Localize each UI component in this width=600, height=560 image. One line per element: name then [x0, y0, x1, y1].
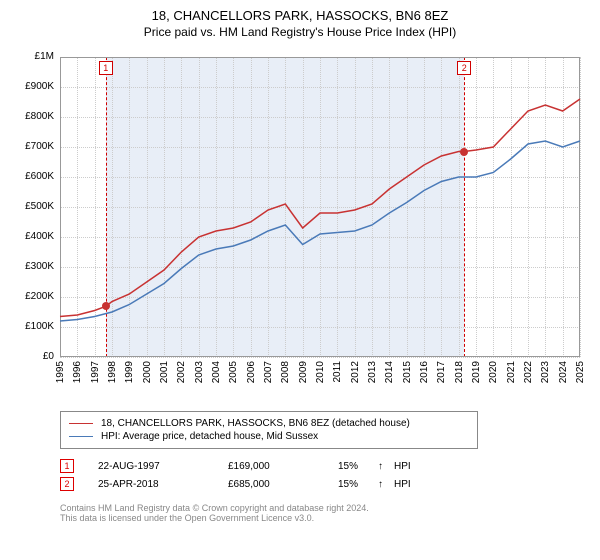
chart-area: £0£100K£200K£300K£400K£500K£600K£700K£80… [12, 47, 588, 403]
footer-line1: Contains HM Land Registry data © Crown c… [60, 503, 588, 513]
transaction-price: £685,000 [228, 479, 338, 490]
transaction-suffix: HPI [394, 479, 411, 490]
legend-label-hpi: HPI: Average price, detached house, Mid … [101, 431, 318, 442]
legend-box: 18, CHANCELLORS PARK, HASSOCKS, BN6 8EZ … [60, 411, 478, 449]
up-arrow-icon: ↑ [378, 461, 394, 472]
transaction-date: 22-AUG-1997 [98, 461, 228, 472]
marker-dot [460, 148, 468, 156]
transaction-pct: 15% [338, 479, 378, 490]
chart-subtitle: Price paid vs. HM Land Registry's House … [12, 25, 588, 39]
up-arrow-icon: ↑ [378, 479, 394, 490]
series-price-paid [60, 99, 580, 317]
legend-label-price-paid: 18, CHANCELLORS PARK, HASSOCKS, BN6 8EZ … [101, 418, 410, 429]
legend-item-price-paid: 18, CHANCELLORS PARK, HASSOCKS, BN6 8EZ … [69, 418, 469, 429]
marker-dot [102, 302, 110, 310]
transaction-row: 1 22-AUG-1997 £169,000 15% ↑ HPI [60, 459, 588, 473]
legend-swatch-hpi [69, 436, 93, 437]
transaction-marker: 1 [60, 459, 74, 473]
transaction-row: 2 25-APR-2018 £685,000 15% ↑ HPI [60, 477, 588, 491]
transaction-date: 25-APR-2018 [98, 479, 228, 490]
footer-line2: This data is licensed under the Open Gov… [60, 513, 588, 523]
footer-attribution: Contains HM Land Registry data © Crown c… [60, 503, 588, 523]
transactions-table: 1 22-AUG-1997 £169,000 15% ↑ HPI 2 25-AP… [60, 459, 588, 491]
legend-item-hpi: HPI: Average price, detached house, Mid … [69, 431, 469, 442]
transaction-price: £169,000 [228, 461, 338, 472]
transaction-pct: 15% [338, 461, 378, 472]
legend-swatch-price-paid [69, 423, 93, 424]
series-svg [12, 47, 588, 403]
series-hpi [60, 141, 580, 321]
chart-title: 18, CHANCELLORS PARK, HASSOCKS, BN6 8EZ [12, 8, 588, 23]
transaction-suffix: HPI [394, 461, 411, 472]
transaction-marker: 2 [60, 477, 74, 491]
